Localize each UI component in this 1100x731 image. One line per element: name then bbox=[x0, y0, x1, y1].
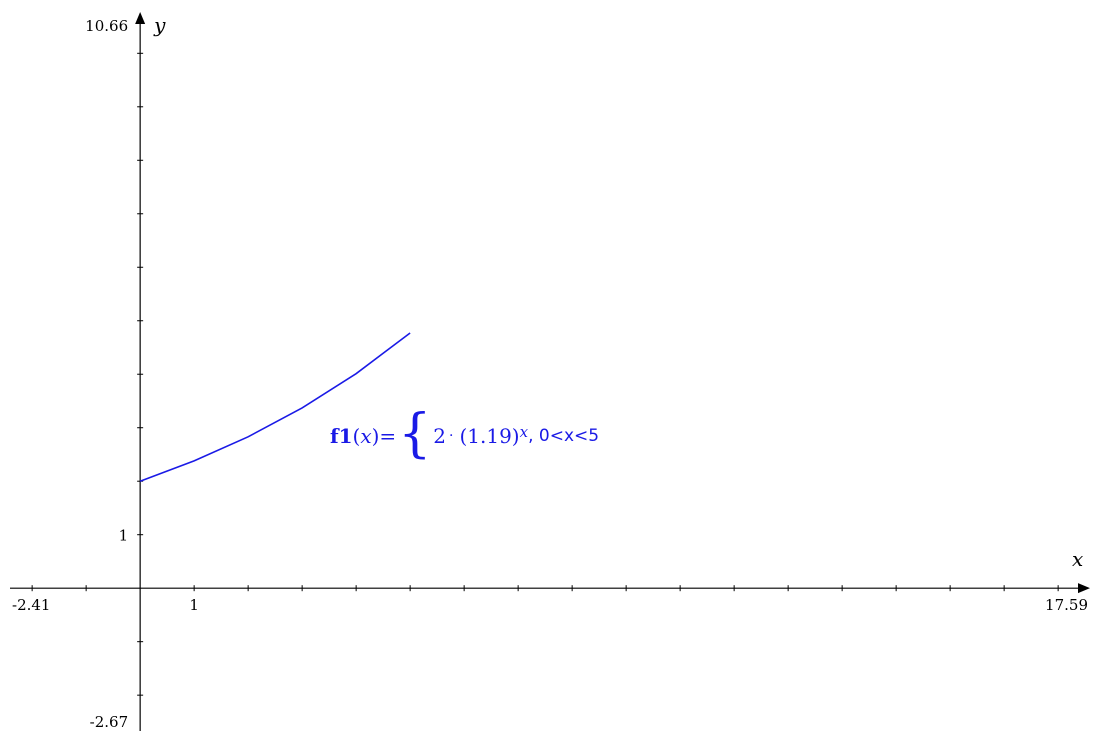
x-tick-label-max: 17.59 bbox=[1045, 596, 1088, 614]
y-axis-arrow-icon bbox=[135, 12, 146, 24]
x-tick-label-1: 1 bbox=[189, 596, 199, 614]
function-domain-condition: , 0<x<5 bbox=[528, 426, 600, 446]
function-base: (1.19) bbox=[459, 424, 520, 448]
axis-ticks bbox=[31, 52, 1059, 696]
series-line-f1[interactable] bbox=[139, 332, 411, 482]
function-name: f1 bbox=[330, 424, 353, 448]
y-axis-label: y bbox=[153, 13, 166, 37]
function-coefficient: 2 bbox=[433, 424, 447, 448]
series-points bbox=[140, 332, 411, 482]
function-exponent: x bbox=[519, 423, 529, 441]
function-label[interactable]: f1(x)={2 · (1.19) x, 0<x<5 bbox=[330, 404, 600, 464]
y-tick-label-max: 10.66 bbox=[85, 17, 128, 35]
y-tick-label-1: 1 bbox=[119, 527, 129, 545]
function-paren-close: )= bbox=[371, 424, 397, 448]
x-tick-label-min: -2.41 bbox=[12, 596, 50, 614]
x-axis-label: x bbox=[1072, 547, 1083, 571]
multiply-dot-icon: · bbox=[449, 428, 454, 444]
y-tick-label-min: -2.67 bbox=[90, 713, 128, 731]
function-paren-open: ( bbox=[352, 424, 361, 448]
x-axis-arrow-icon bbox=[1078, 583, 1090, 594]
piecewise-brace-icon: { bbox=[398, 404, 432, 464]
function-argument: x bbox=[360, 424, 372, 448]
